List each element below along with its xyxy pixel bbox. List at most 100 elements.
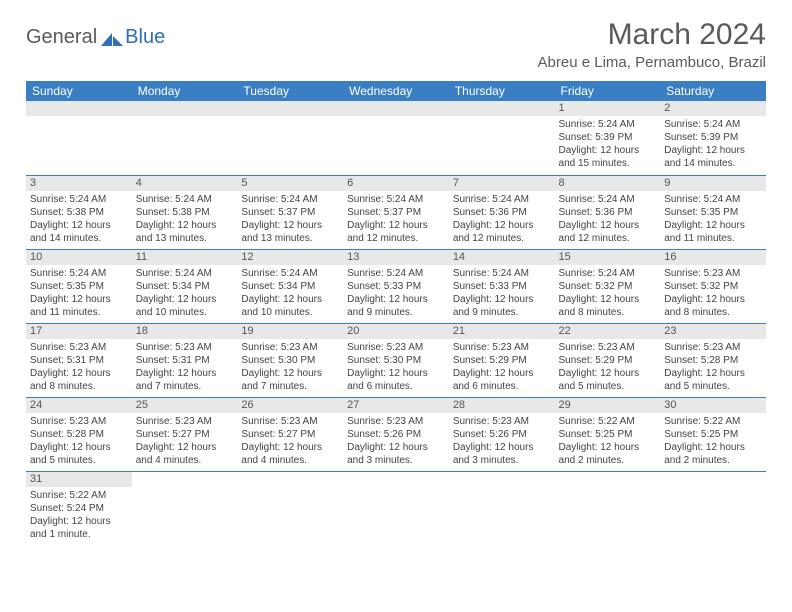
- weekday-header: Friday: [555, 81, 661, 101]
- day-number: 4: [132, 176, 238, 191]
- day-number: 23: [660, 324, 766, 339]
- weekday-header-row: SundayMondayTuesdayWednesdayThursdayFrid…: [26, 81, 766, 101]
- calendar-day-cell: [343, 471, 449, 545]
- day-body: Sunrise: 5:23 AMSunset: 5:28 PMDaylight:…: [660, 339, 766, 395]
- day-number: 21: [449, 324, 555, 339]
- calendar-day-cell: 11Sunrise: 5:24 AMSunset: 5:34 PMDayligh…: [132, 249, 238, 323]
- calendar-day-cell: [26, 101, 132, 175]
- title-block: March 2024 Abreu e Lima, Pernambuco, Bra…: [538, 18, 766, 77]
- daynum-bar-empty: [449, 101, 555, 116]
- day-body: Sunrise: 5:24 AMSunset: 5:34 PMDaylight:…: [132, 265, 238, 321]
- day-body: Sunrise: 5:23 AMSunset: 5:26 PMDaylight:…: [343, 413, 449, 469]
- day-body: Sunrise: 5:24 AMSunset: 5:39 PMDaylight:…: [555, 116, 661, 172]
- calendar-day-cell: [132, 471, 238, 545]
- weekday-header: Wednesday: [343, 81, 449, 101]
- location: Abreu e Lima, Pernambuco, Brazil: [538, 54, 766, 71]
- calendar-day-cell: 22Sunrise: 5:23 AMSunset: 5:29 PMDayligh…: [555, 323, 661, 397]
- day-body: Sunrise: 5:23 AMSunset: 5:26 PMDaylight:…: [449, 413, 555, 469]
- calendar-day-cell: 6Sunrise: 5:24 AMSunset: 5:37 PMDaylight…: [343, 175, 449, 249]
- day-number: 10: [26, 250, 132, 265]
- calendar-day-cell: 18Sunrise: 5:23 AMSunset: 5:31 PMDayligh…: [132, 323, 238, 397]
- day-body: Sunrise: 5:23 AMSunset: 5:29 PMDaylight:…: [449, 339, 555, 395]
- day-number: 1: [555, 101, 661, 116]
- calendar-day-cell: 19Sunrise: 5:23 AMSunset: 5:30 PMDayligh…: [237, 323, 343, 397]
- day-number: 12: [237, 250, 343, 265]
- day-body: Sunrise: 5:24 AMSunset: 5:39 PMDaylight:…: [660, 116, 766, 172]
- day-body: Sunrise: 5:24 AMSunset: 5:36 PMDaylight:…: [555, 191, 661, 247]
- calendar-day-cell: 13Sunrise: 5:24 AMSunset: 5:33 PMDayligh…: [343, 249, 449, 323]
- weekday-header: Thursday: [449, 81, 555, 101]
- calendar-day-cell: 20Sunrise: 5:23 AMSunset: 5:30 PMDayligh…: [343, 323, 449, 397]
- day-number: 27: [343, 398, 449, 413]
- calendar-day-cell: [237, 471, 343, 545]
- day-number: 8: [555, 176, 661, 191]
- day-body: Sunrise: 5:24 AMSunset: 5:35 PMDaylight:…: [660, 191, 766, 247]
- day-number: 30: [660, 398, 766, 413]
- day-body: Sunrise: 5:23 AMSunset: 5:28 PMDaylight:…: [26, 413, 132, 469]
- daynum-bar-empty: [343, 101, 449, 116]
- day-number: 16: [660, 250, 766, 265]
- calendar-day-cell: 12Sunrise: 5:24 AMSunset: 5:34 PMDayligh…: [237, 249, 343, 323]
- calendar-day-cell: 21Sunrise: 5:23 AMSunset: 5:29 PMDayligh…: [449, 323, 555, 397]
- day-number: 22: [555, 324, 661, 339]
- calendar-day-cell: 16Sunrise: 5:23 AMSunset: 5:32 PMDayligh…: [660, 249, 766, 323]
- calendar-week-row: 31Sunrise: 5:22 AMSunset: 5:24 PMDayligh…: [26, 471, 766, 545]
- calendar-week-row: 10Sunrise: 5:24 AMSunset: 5:35 PMDayligh…: [26, 249, 766, 323]
- calendar-day-cell: 23Sunrise: 5:23 AMSunset: 5:28 PMDayligh…: [660, 323, 766, 397]
- logo: General Blue: [26, 26, 165, 49]
- calendar-day-cell: 2Sunrise: 5:24 AMSunset: 5:39 PMDaylight…: [660, 101, 766, 175]
- calendar-day-cell: 25Sunrise: 5:23 AMSunset: 5:27 PMDayligh…: [132, 397, 238, 471]
- day-body: Sunrise: 5:24 AMSunset: 5:34 PMDaylight:…: [237, 265, 343, 321]
- day-number: 11: [132, 250, 238, 265]
- calendar-week-row: 1Sunrise: 5:24 AMSunset: 5:39 PMDaylight…: [26, 101, 766, 175]
- weekday-header: Sunday: [26, 81, 132, 101]
- month-title: March 2024: [538, 18, 766, 52]
- logo-sail-icon: [101, 30, 123, 44]
- calendar-day-cell: 31Sunrise: 5:22 AMSunset: 5:24 PMDayligh…: [26, 471, 132, 545]
- day-number: 26: [237, 398, 343, 413]
- day-number: 31: [26, 472, 132, 487]
- day-body: Sunrise: 5:23 AMSunset: 5:31 PMDaylight:…: [26, 339, 132, 395]
- daynum-bar-empty: [132, 101, 238, 116]
- calendar-day-cell: [555, 471, 661, 545]
- calendar-day-cell: 1Sunrise: 5:24 AMSunset: 5:39 PMDaylight…: [555, 101, 661, 175]
- calendar-day-cell: 5Sunrise: 5:24 AMSunset: 5:37 PMDaylight…: [237, 175, 343, 249]
- day-body: Sunrise: 5:23 AMSunset: 5:30 PMDaylight:…: [237, 339, 343, 395]
- day-number: 20: [343, 324, 449, 339]
- day-body: Sunrise: 5:24 AMSunset: 5:36 PMDaylight:…: [449, 191, 555, 247]
- calendar-day-cell: [343, 101, 449, 175]
- weekday-header: Monday: [132, 81, 238, 101]
- header: General Blue March 2024 Abreu e Lima, Pe…: [26, 18, 766, 77]
- calendar-day-cell: 29Sunrise: 5:22 AMSunset: 5:25 PMDayligh…: [555, 397, 661, 471]
- calendar-day-cell: 14Sunrise: 5:24 AMSunset: 5:33 PMDayligh…: [449, 249, 555, 323]
- calendar-day-cell: 15Sunrise: 5:24 AMSunset: 5:32 PMDayligh…: [555, 249, 661, 323]
- weekday-header: Saturday: [660, 81, 766, 101]
- calendar-body: 1Sunrise: 5:24 AMSunset: 5:39 PMDaylight…: [26, 101, 766, 545]
- day-body: Sunrise: 5:24 AMSunset: 5:35 PMDaylight:…: [26, 265, 132, 321]
- day-number: 28: [449, 398, 555, 413]
- calendar-day-cell: 26Sunrise: 5:23 AMSunset: 5:27 PMDayligh…: [237, 397, 343, 471]
- calendar-day-cell: 7Sunrise: 5:24 AMSunset: 5:36 PMDaylight…: [449, 175, 555, 249]
- calendar-day-cell: 3Sunrise: 5:24 AMSunset: 5:38 PMDaylight…: [26, 175, 132, 249]
- calendar-day-cell: 4Sunrise: 5:24 AMSunset: 5:38 PMDaylight…: [132, 175, 238, 249]
- calendar-day-cell: 9Sunrise: 5:24 AMSunset: 5:35 PMDaylight…: [660, 175, 766, 249]
- day-body: Sunrise: 5:22 AMSunset: 5:24 PMDaylight:…: [26, 487, 132, 543]
- day-body: Sunrise: 5:24 AMSunset: 5:38 PMDaylight:…: [26, 191, 132, 247]
- day-number: 18: [132, 324, 238, 339]
- day-body: Sunrise: 5:23 AMSunset: 5:27 PMDaylight:…: [237, 413, 343, 469]
- day-number: 24: [26, 398, 132, 413]
- calendar-day-cell: [660, 471, 766, 545]
- calendar-day-cell: 30Sunrise: 5:22 AMSunset: 5:25 PMDayligh…: [660, 397, 766, 471]
- calendar-day-cell: 8Sunrise: 5:24 AMSunset: 5:36 PMDaylight…: [555, 175, 661, 249]
- day-body: Sunrise: 5:22 AMSunset: 5:25 PMDaylight:…: [660, 413, 766, 469]
- daynum-bar-empty: [237, 101, 343, 116]
- calendar-table: SundayMondayTuesdayWednesdayThursdayFrid…: [26, 81, 766, 545]
- calendar-day-cell: 27Sunrise: 5:23 AMSunset: 5:26 PMDayligh…: [343, 397, 449, 471]
- day-number: 13: [343, 250, 449, 265]
- day-number: 7: [449, 176, 555, 191]
- day-body: Sunrise: 5:24 AMSunset: 5:37 PMDaylight:…: [237, 191, 343, 247]
- weekday-header: Tuesday: [237, 81, 343, 101]
- calendar-day-cell: 10Sunrise: 5:24 AMSunset: 5:35 PMDayligh…: [26, 249, 132, 323]
- day-body: Sunrise: 5:24 AMSunset: 5:32 PMDaylight:…: [555, 265, 661, 321]
- day-number: 19: [237, 324, 343, 339]
